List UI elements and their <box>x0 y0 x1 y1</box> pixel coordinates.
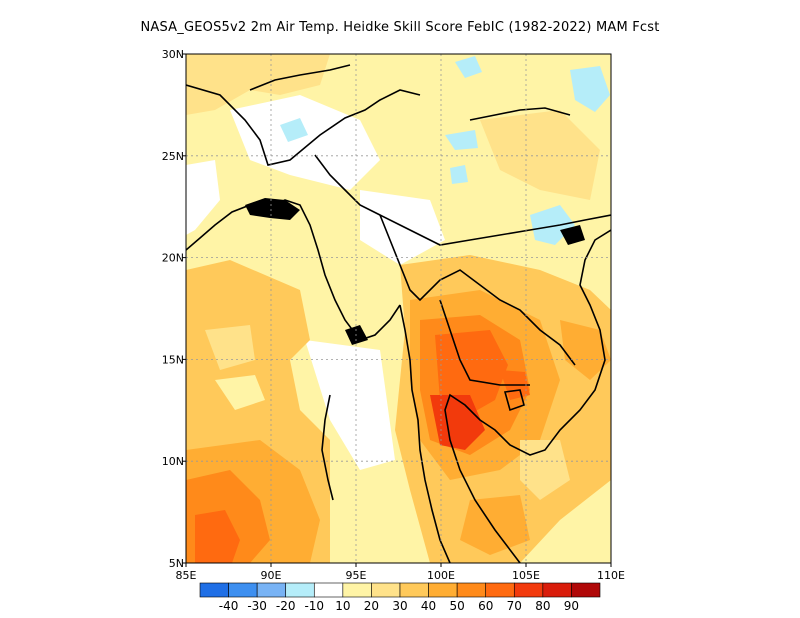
china-border <box>314 154 611 246</box>
field-blue-patch <box>445 130 478 150</box>
thailand-border <box>439 299 530 386</box>
colorbar-swatch <box>428 582 458 598</box>
lon-tick-label: 85E <box>176 569 197 582</box>
lat-tick-label: 20N <box>162 252 184 265</box>
colorbar-label: -20 <box>276 599 296 613</box>
skill-field <box>186 54 611 563</box>
mainland-borders <box>379 214 576 366</box>
colorbar-swatch <box>542 582 572 598</box>
colorbar-swatch <box>228 582 258 598</box>
field-blue-patch <box>280 118 308 142</box>
andaman-islands <box>321 394 334 501</box>
colorbar-label: 10 <box>335 599 350 613</box>
tonle-sap <box>503 389 525 412</box>
nepal-border <box>249 64 351 91</box>
lon-tick-label: 105E <box>512 569 540 582</box>
colorbar-label: -10 <box>304 599 324 613</box>
colorbar-label: 50 <box>450 599 465 613</box>
colorbar-label: -40 <box>219 599 239 613</box>
field-region-vietnam-coast <box>560 320 611 380</box>
lon-tick-label: 95E <box>346 569 367 582</box>
field-light-patch <box>205 325 255 370</box>
lon-tick-label: 100E <box>427 569 455 582</box>
field-region-southwest-peak <box>195 510 240 563</box>
himalaya-border <box>186 84 421 166</box>
graticule <box>186 54 611 563</box>
colorbar-label: -30 <box>247 599 267 613</box>
lat-tick-label: 25N <box>162 150 184 163</box>
red-river-delta <box>560 225 585 245</box>
china-internal <box>469 107 571 121</box>
colorbar-label: 90 <box>564 599 579 613</box>
colorbar-swatch <box>571 582 601 598</box>
colorbar: -40 -30 -20 -10 10 20 30 40 50 60 70 80 90 <box>199 582 601 613</box>
ganges-delta <box>245 198 300 220</box>
lat-tick-label: 10N <box>162 455 184 468</box>
irrawaddy-delta <box>345 325 368 345</box>
lat-tick-label: 15N <box>162 353 184 366</box>
map-title: NASA_GEOS5v2 2m Air Temp. Heidke Skill S… <box>140 20 660 35</box>
field-region-gulf-peak <box>430 395 485 450</box>
colorbar-swatch <box>342 582 372 598</box>
indochina-coast <box>444 229 611 563</box>
lon-tick-label: 90E <box>261 569 282 582</box>
colorbar-label: 60 <box>478 599 493 613</box>
field-blue-patch <box>455 56 482 78</box>
field-blue-patch <box>570 66 610 112</box>
map-frame <box>185 53 612 564</box>
colorbar-swatch <box>285 582 315 598</box>
lon-tick-label: 110E <box>597 569 625 582</box>
colorbar-swatch <box>456 582 487 598</box>
colorbar-label: 20 <box>364 599 379 613</box>
colorbar-swatch <box>313 582 344 598</box>
colorbar-swatch <box>513 582 544 598</box>
malay-peninsula-west-coast <box>399 304 451 563</box>
field-region-west-white <box>186 160 220 235</box>
colorbar-swatch <box>371 582 401 598</box>
field-region-china <box>480 110 600 200</box>
field-region-north-west <box>186 54 330 115</box>
axis-ticks: 85E 90E 95E 100E 105E 110E 5N 10N 15N 20N 25N 30N <box>162 48 625 582</box>
field-region-malay <box>460 495 530 555</box>
colorbar-swatch <box>485 582 515 598</box>
colorbar-swatch <box>256 582 287 598</box>
colorbar-label: 70 <box>507 599 522 613</box>
colorbar-label: 80 <box>535 599 550 613</box>
colorbar-swatch <box>199 582 229 598</box>
coastlines <box>186 64 611 563</box>
field-light-patch <box>215 375 265 410</box>
lat-tick-label: 30N <box>162 48 184 61</box>
field-blue-patch <box>450 165 468 184</box>
colorbar-label: 30 <box>392 599 407 613</box>
colorbar-swatch <box>399 582 429 598</box>
field-region-andaman-white <box>305 340 395 470</box>
delta-islands <box>245 198 585 345</box>
field-region-myanmar-white <box>360 190 445 265</box>
colorbar-label: 40 <box>421 599 436 613</box>
lat-tick-label: 5N <box>169 557 184 570</box>
